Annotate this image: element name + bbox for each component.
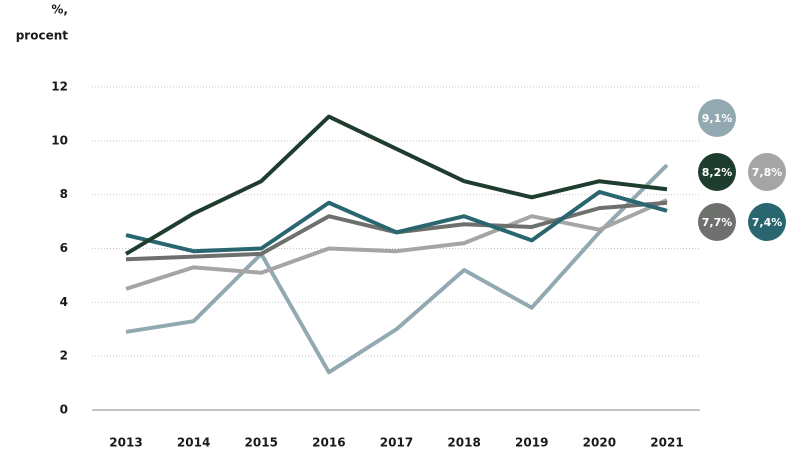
x-tick-label: 2019 (515, 436, 548, 450)
x-tick-label: 2014 (177, 436, 210, 450)
y-tick-label: 0 (60, 403, 68, 417)
value-bubble (698, 153, 736, 191)
x-tick-label: 2016 (312, 436, 345, 450)
x-tick-label: 2017 (380, 436, 413, 450)
series-line (125, 163, 669, 375)
y-tick-label: 8 (60, 187, 68, 201)
x-tick-label: 2021 (650, 436, 683, 450)
series-line (125, 198, 668, 291)
x-tick-label: 2018 (447, 436, 480, 450)
x-tick-label: 2015 (245, 436, 278, 450)
value-label: 7,8% (752, 166, 783, 179)
y-tick-label: 6 (60, 241, 68, 255)
y-tick-label: 4 (60, 295, 68, 309)
value-bubble (698, 99, 736, 137)
y-tick-label: 10 (51, 133, 68, 147)
y-tick-label: 12 (51, 80, 68, 94)
x-tick-label: 2020 (583, 436, 616, 450)
series-line (125, 189, 668, 254)
y-axis-label: %, (51, 3, 68, 17)
series-line (124, 114, 668, 256)
value-label: 7,7% (702, 216, 733, 229)
value-bubble (748, 153, 786, 191)
value-label: 8,2% (702, 166, 733, 179)
value-bubble (698, 203, 736, 241)
x-tick-label: 2013 (109, 436, 142, 450)
value-label: 7,4% (752, 216, 783, 229)
value-label: 9,1% (702, 112, 733, 125)
value-bubble (748, 203, 786, 241)
y-tick-label: 2 (60, 349, 68, 363)
y-axis-label: procent (16, 29, 69, 43)
